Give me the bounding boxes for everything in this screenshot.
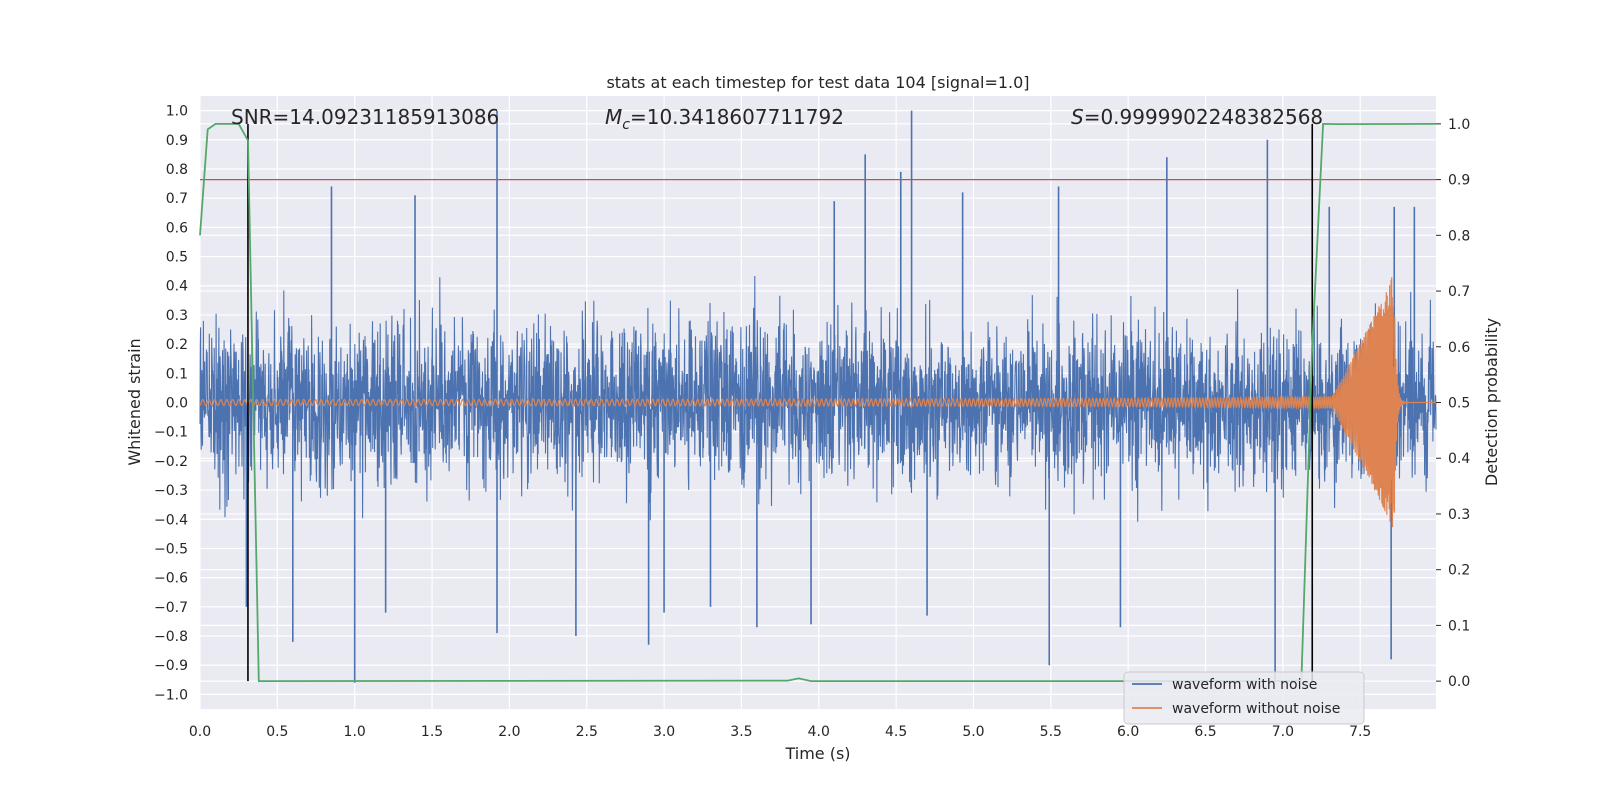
y-left-tick-label: 0.7 bbox=[166, 191, 188, 207]
y-left-tick-label: −0.6 bbox=[154, 571, 188, 587]
x-tick-label: 7.5 bbox=[1349, 724, 1371, 740]
x-tick-label: 2.5 bbox=[576, 724, 598, 740]
y-left-tick-label: 0.4 bbox=[166, 279, 188, 295]
y-right-tick-label: 0.5 bbox=[1448, 396, 1470, 412]
x-tick-label: 5.5 bbox=[1040, 724, 1062, 740]
y-left-tick-label: 0.1 bbox=[166, 366, 188, 382]
series-detection-probability bbox=[199, 122, 1437, 683]
x-tick-label: 0.5 bbox=[266, 724, 288, 740]
y-left-tick-label: 0.8 bbox=[166, 162, 188, 178]
y-left-axis-ticks: 1.0 0.9 0.8 0.7 0.6 0.5 0.4 0.3 0.2 0.1 0.0 −0.1 −0.… bbox=[154, 104, 188, 704]
x-tick-label: 3.5 bbox=[730, 724, 752, 740]
chirp-mass-value: =10.3418607711792 bbox=[630, 105, 844, 129]
y-left-tick-label: −0.5 bbox=[154, 541, 188, 557]
series-waveform-with-noise bbox=[199, 110, 1437, 683]
y-right-tick-label: 0.8 bbox=[1448, 228, 1470, 244]
y-left-tick-label: 0.5 bbox=[166, 250, 188, 266]
y-left-tick-label: −0.8 bbox=[154, 629, 188, 645]
x-tick-label: 6.5 bbox=[1194, 724, 1216, 740]
y-right-tick-label: 0.7 bbox=[1448, 284, 1470, 300]
chart-title: stats at each timestep for test data 104… bbox=[606, 73, 1029, 92]
legend: waveform with noise waveform without noi… bbox=[1123, 671, 1365, 725]
chirp-mass-symbol: M bbox=[605, 105, 622, 129]
y-right-tick-label: 0.3 bbox=[1448, 507, 1470, 523]
x-tick-label: 2.0 bbox=[498, 724, 520, 740]
y-left-tick-label: −0.9 bbox=[154, 658, 188, 674]
x-tick-label: 5.0 bbox=[962, 724, 984, 740]
y-left-axis-label: Whitened strain bbox=[125, 338, 144, 465]
y-left-tick-label: −0.7 bbox=[154, 600, 188, 616]
legend-label-noise: waveform with noise bbox=[1172, 677, 1317, 693]
y-left-tick-label: −1.0 bbox=[154, 687, 188, 703]
y-left-tick-label: 0.2 bbox=[166, 337, 188, 353]
y-right-tick-label: 0.9 bbox=[1448, 173, 1470, 189]
y-right-axis-ticks: 1.0 0.9 0.8 0.7 0.6 0.5 0.4 0.3 0.2 0.1 0.0 bbox=[1436, 117, 1470, 690]
score-annotation: S=0.9999902248382568 bbox=[1071, 105, 1323, 129]
x-tick-label: 6.0 bbox=[1117, 724, 1139, 740]
x-tick-label: 1.5 bbox=[421, 724, 443, 740]
y-left-tick-label: −0.2 bbox=[154, 454, 188, 470]
y-right-axis-label: Detection probability bbox=[1482, 318, 1501, 486]
chirp-mass-subscript: c bbox=[622, 117, 630, 133]
y-right-tick-label: 0.1 bbox=[1448, 618, 1470, 634]
y-right-tick-label: 0.6 bbox=[1448, 340, 1470, 356]
noise-trace bbox=[199, 275, 1437, 522]
probability-trace bbox=[199, 122, 1437, 683]
y-left-tick-label: −0.4 bbox=[154, 512, 188, 528]
x-axis-label: Time (s) bbox=[784, 744, 850, 763]
y-right-tick-label: 0.0 bbox=[1448, 674, 1470, 690]
y-left-tick-label: 0.0 bbox=[166, 396, 188, 412]
x-tick-label: 4.5 bbox=[885, 724, 907, 740]
x-tick-label: 4.0 bbox=[808, 724, 830, 740]
chirp-mass-annotation: Mc=10.3418607711792 bbox=[605, 105, 844, 133]
legend-box bbox=[1123, 671, 1365, 725]
x-tick-label: 3.0 bbox=[653, 724, 675, 740]
y-left-tick-label: 0.9 bbox=[166, 133, 188, 149]
x-axis-ticks: 0.0 0.5 1.0 1.5 2.0 2.5 3.0 3.5 4.0 4.5 5.0 5.5 6.0 6… bbox=[189, 724, 1371, 740]
x-tick-label: 0.0 bbox=[189, 724, 211, 740]
chirp-trace bbox=[199, 277, 1436, 528]
series-waveform-without-noise bbox=[199, 277, 1436, 528]
score-value: =0.9999902248382568 bbox=[1084, 105, 1323, 129]
y-left-tick-label: 1.0 bbox=[166, 104, 188, 120]
y-left-tick-label: 0.6 bbox=[166, 220, 188, 236]
x-tick-label: 7.0 bbox=[1272, 724, 1294, 740]
score-symbol: S bbox=[1071, 105, 1084, 129]
y-right-tick-label: 0.2 bbox=[1448, 563, 1470, 579]
snr-annotation: SNR=14.09231185913086 bbox=[231, 105, 499, 129]
y-left-tick-label: −0.1 bbox=[154, 425, 188, 441]
y-left-tick-label: 0.3 bbox=[166, 308, 188, 324]
legend-label-clean: waveform without noise bbox=[1172, 701, 1340, 717]
x-tick-label: 1.0 bbox=[344, 724, 366, 740]
y-right-tick-label: 0.4 bbox=[1448, 451, 1470, 467]
detection-markers bbox=[247, 123, 1314, 682]
y-right-tick-label: 1.0 bbox=[1448, 117, 1470, 133]
y-left-tick-label: −0.3 bbox=[154, 483, 188, 499]
